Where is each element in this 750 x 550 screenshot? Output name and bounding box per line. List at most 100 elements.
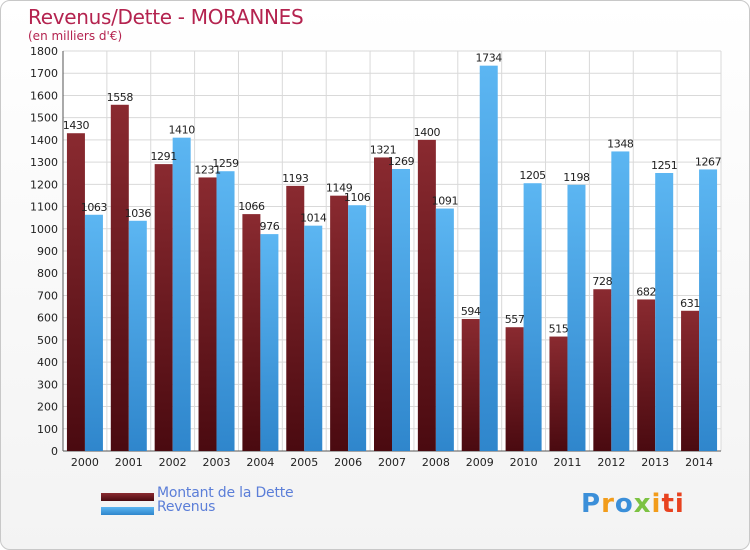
y-tick-label: 800	[37, 267, 58, 280]
bar-revenus	[655, 173, 674, 451]
y-tick-label: 400	[37, 356, 58, 369]
y-tick-label: 1500	[30, 112, 58, 125]
data-label: 515	[549, 323, 569, 336]
bar-dette	[286, 185, 305, 451]
data-label: 976	[260, 220, 280, 233]
data-label: 631	[680, 297, 700, 310]
y-tick-label: 500	[37, 334, 58, 347]
x-tick-label: 2006	[334, 456, 362, 469]
bar-dette	[637, 299, 656, 451]
data-label: 728	[592, 275, 612, 288]
y-tick-label: 1400	[30, 134, 58, 147]
x-tick-label: 2012	[597, 456, 625, 469]
data-label: 1430	[63, 119, 90, 132]
y-tick-label: 1300	[30, 156, 58, 169]
data-label: 1014	[300, 212, 327, 225]
x-tick-label: 2004	[246, 456, 274, 469]
y-tick-label: 100	[37, 423, 58, 436]
x-tick-label: 2000	[71, 456, 99, 469]
data-label: 1348	[607, 137, 634, 150]
bar-revenus	[392, 169, 410, 451]
x-tick-label: 2008	[422, 456, 450, 469]
x-tick-label: 2005	[290, 456, 318, 469]
bar-revenus	[435, 208, 454, 451]
legend-swatch-dette	[101, 493, 154, 501]
bar-revenus	[523, 183, 542, 451]
y-tick-label: 1100	[30, 201, 58, 214]
y-tick-label: 600	[37, 312, 58, 325]
bar-revenus	[699, 169, 718, 451]
data-label: 557	[505, 313, 525, 326]
data-label: 1251	[651, 159, 677, 172]
data-label: 594	[461, 305, 481, 318]
x-tick-label: 2011	[553, 456, 581, 469]
bar-dette	[66, 133, 85, 451]
legend-swatch-revenus	[101, 507, 154, 515]
bar-revenus	[611, 151, 630, 451]
data-label: 1231	[194, 163, 220, 176]
bar-revenus	[172, 137, 191, 451]
data-label: 1558	[107, 91, 134, 104]
data-label: 1091	[432, 195, 458, 208]
data-label: 1106	[344, 191, 371, 204]
bar-revenus	[260, 234, 279, 451]
y-tick-label: 0	[51, 445, 58, 458]
x-tick-label: 2003	[203, 456, 231, 469]
bar-dette	[505, 327, 524, 451]
bar-dette	[417, 139, 436, 451]
bar-revenus	[216, 171, 235, 451]
bar-dette	[198, 177, 217, 451]
x-tick-label: 2007	[378, 456, 406, 469]
bar-dette	[110, 104, 129, 452]
y-tick-label: 700	[37, 289, 58, 302]
data-label: 1066	[238, 200, 265, 213]
x-tick-label: 2014	[685, 456, 713, 469]
data-label: 1193	[282, 172, 309, 185]
x-tick-label: 2001	[115, 456, 143, 469]
bar-dette	[154, 164, 173, 451]
data-label: 1269	[388, 155, 415, 168]
data-label: 1063	[81, 201, 108, 214]
data-label: 1410	[168, 124, 195, 137]
data-label: 1400	[414, 126, 441, 139]
data-label: 1259	[212, 157, 239, 170]
data-label: 1734	[476, 52, 503, 65]
proxiti-logo: Proxiti	[581, 489, 685, 519]
y-tick-label: 1600	[30, 89, 58, 102]
y-tick-label: 1200	[30, 178, 58, 191]
x-tick-label: 2013	[641, 456, 669, 469]
data-label: 1198	[563, 171, 590, 184]
data-label: 1291	[150, 150, 176, 163]
bar-dette	[549, 336, 568, 451]
bar-revenus	[567, 184, 586, 451]
data-label: 682	[636, 285, 656, 298]
y-tick-label: 300	[37, 378, 58, 391]
bar-dette	[681, 310, 700, 451]
bar-revenus	[84, 214, 103, 451]
bar-dette	[461, 319, 480, 451]
bar-dette	[593, 289, 612, 451]
y-tick-label: 1700	[30, 67, 58, 80]
legend-label-dette: Montant de la Dette	[157, 485, 294, 501]
bar-dette	[242, 214, 261, 451]
y-tick-label: 200	[37, 401, 58, 414]
data-label: 1149	[326, 182, 353, 195]
bar-revenus	[128, 220, 147, 451]
data-label: 1267	[695, 155, 722, 168]
chart-subtitle: (en milliers d'€)	[28, 29, 123, 43]
bar-revenus	[348, 205, 367, 451]
data-label: 1036	[125, 207, 152, 220]
data-label: 1321	[370, 143, 396, 156]
bar-dette	[374, 157, 392, 451]
y-tick-label: 1800	[30, 45, 58, 58]
bar-revenus	[479, 65, 498, 452]
x-tick-label: 2002	[159, 456, 187, 469]
chart-title: Revenus/Dette - MORANNES	[28, 5, 304, 29]
legend-label-revenus: Revenus	[157, 499, 216, 515]
y-tick-label: 900	[37, 245, 58, 258]
x-tick-label: 2009	[466, 456, 494, 469]
data-label: 1205	[519, 169, 546, 182]
x-tick-label: 2010	[510, 456, 538, 469]
